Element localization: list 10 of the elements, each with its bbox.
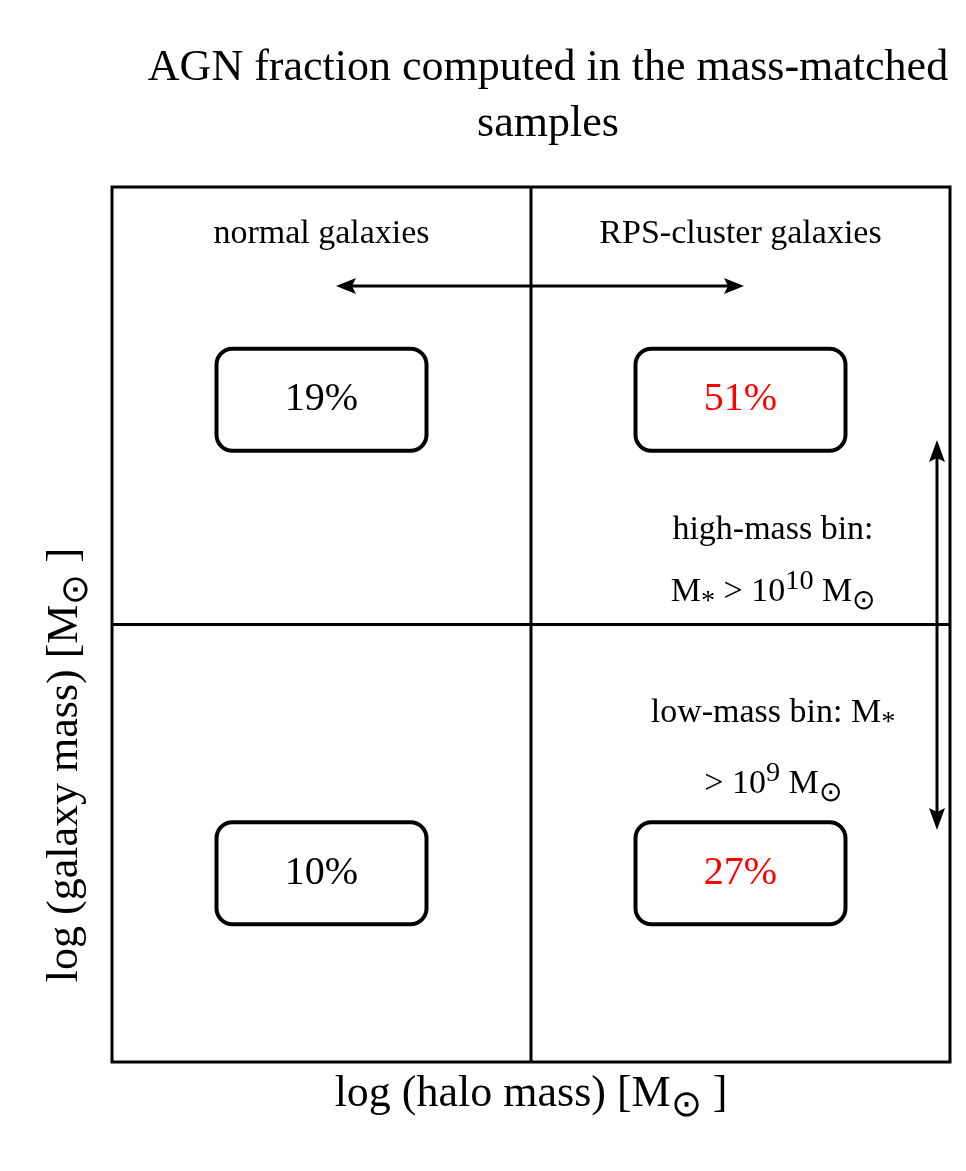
text: low-mass bin: M$_{*}$ > 10$^{9}$ M$_{⊙}$ xyxy=(650,691,896,808)
x-tick-label: RPS-cluster galaxies xyxy=(598,213,883,251)
annotation: high-mass bin: M$_{*}$ > 10$^{10}$ M$_{⊙}$ xyxy=(669,508,877,618)
x-axis-title: log (halo mass) [M$_{⊙}$ ] xyxy=(333,1066,729,1125)
data-label: 51% xyxy=(703,374,778,420)
data-label: 10% xyxy=(284,847,359,893)
data-label: 19% xyxy=(284,374,359,420)
data-label: 27% xyxy=(703,847,778,893)
x-tick-label: normal galaxies xyxy=(212,213,431,251)
chart-title: AGN fraction computed in the mass-matched samples xyxy=(146,40,950,148)
